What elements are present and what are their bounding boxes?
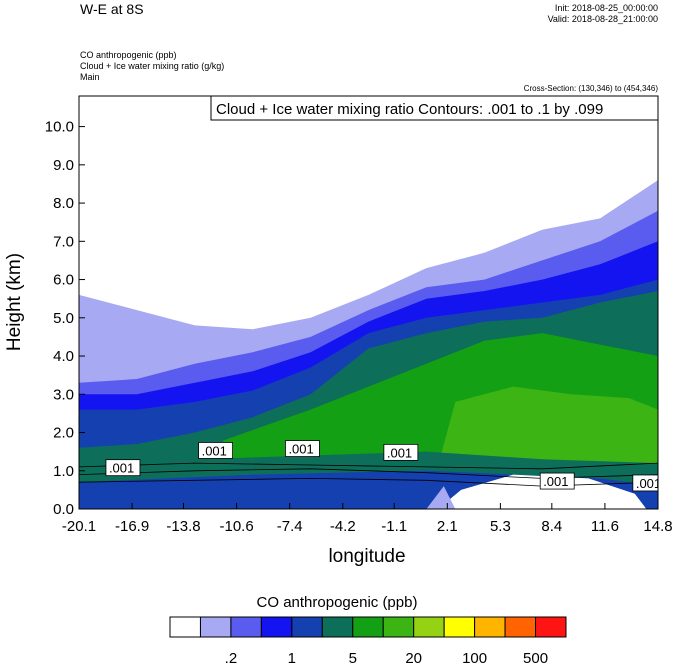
contour-info-text: Cloud + Ice water mixing ratio Contours:… xyxy=(216,101,603,118)
field-label-co: CO anthropogenic (ppb) xyxy=(80,50,177,60)
y-tick-label: 10.0 xyxy=(45,119,74,136)
x-axis-label: longitude xyxy=(328,546,405,567)
y-tick-label: 6.0 xyxy=(53,272,74,289)
x-tick-label: -20.1 xyxy=(62,518,96,535)
x-tick-label: 14.8 xyxy=(643,518,672,535)
contour-label-1: .001 xyxy=(202,443,227,458)
y-tick-label: 0.0 xyxy=(53,501,74,518)
x-tick-label: 5.3 xyxy=(490,518,511,535)
y-axis-label: Height (km) xyxy=(4,253,25,351)
colorbar-swatch-6 xyxy=(352,616,384,638)
contour-label-box-5 xyxy=(632,474,658,492)
x-tick-label: -7.4 xyxy=(277,518,303,535)
field-label-main: Main xyxy=(80,72,100,82)
colorbar-swatch-0 xyxy=(169,616,201,638)
x-tick-label: 2.1 xyxy=(437,518,458,535)
colorbar-title: CO anthropogenic (ppb) xyxy=(256,594,418,611)
colorbar-tick-label: 100 xyxy=(462,650,487,667)
colorbar-swatch-10 xyxy=(474,616,506,638)
x-tick-label: 8.4 xyxy=(541,518,562,535)
cloud-contour-2 xyxy=(79,462,658,470)
y-tick-label: 3.0 xyxy=(53,386,74,403)
y-tick-label: 8.0 xyxy=(53,195,74,212)
contour-label-5: .001 xyxy=(636,476,661,491)
contour-label-box-1 xyxy=(198,442,233,459)
colorbar-swatch-2 xyxy=(230,616,262,638)
contour-label-box-2 xyxy=(285,440,320,457)
colorbar-swatch-12 xyxy=(535,616,567,638)
y-axis: 0.0 1.0 2.0 3.0 4.0 5.0 6.0 7.0 8.0 9.0 10.0 xyxy=(45,119,85,518)
colorbar-tick-label: 5 xyxy=(349,650,357,667)
colorbar-tick-label: 20 xyxy=(405,650,422,667)
colorbar-swatch-11 xyxy=(504,616,537,638)
x-tick-label: -13.8 xyxy=(166,518,200,535)
colorbar-tick-label: .2 xyxy=(225,650,238,667)
x-tick-label: -1.1 xyxy=(381,518,407,535)
y-tick-label: 9.0 xyxy=(53,157,74,174)
colorbar-swatch-8 xyxy=(413,616,445,638)
valid-time: Valid: 2018-08-28_21:00:00 xyxy=(547,14,658,24)
colorbar-swatch-3 xyxy=(260,616,293,638)
x-tick-label: -10.6 xyxy=(220,518,254,535)
y-tick-label: 1.0 xyxy=(53,463,74,480)
x-axis: -20.1 -16.9 -13.8 -10.6 -7.4 -4.2 -1.1 2.1 5.3 8.… xyxy=(62,503,673,535)
y-tick-label: 2.0 xyxy=(53,425,74,442)
contour-info-box: Cloud + Ice water mixing ratio Contours:… xyxy=(210,95,659,121)
colorbar-swatch-5 xyxy=(321,616,354,638)
x-tick-label: 11.6 xyxy=(591,518,619,535)
co-filled-contours xyxy=(79,96,658,509)
y-tick-label: 5.0 xyxy=(53,310,74,327)
field-label-cloud: Cloud + Ice water mixing ratio (g/kg) xyxy=(80,61,225,71)
contour-label-3: .001 xyxy=(387,445,412,460)
colorbar-tick-label: 1 xyxy=(288,650,296,667)
cross-section-label: Cross-Section: (130,346) to (454,346) xyxy=(523,84,658,93)
plot-title: W-E at 8S xyxy=(80,1,144,17)
y-tick-label: 4.0 xyxy=(53,348,74,365)
contour-label-box-0 xyxy=(105,459,141,477)
x-tick-label: -16.9 xyxy=(115,518,149,535)
init-time: Init: 2018-08-25_00:00:00 xyxy=(554,3,658,13)
contour-label-4: .001 xyxy=(543,474,568,489)
colorbar-tick-label: 500 xyxy=(523,650,548,667)
colorbar-swatch-1 xyxy=(199,616,232,638)
contour-label-box-3 xyxy=(383,443,419,461)
colorbar-swatch-9 xyxy=(443,616,476,638)
colorbar: .2 1 5 20 100 500 xyxy=(169,616,567,667)
contour-label-2: .001 xyxy=(288,442,313,457)
y-tick-label: 7.0 xyxy=(53,233,74,250)
x-tick-label: -4.2 xyxy=(330,518,356,535)
contour-label-0: .001 xyxy=(109,461,134,476)
co-surface-strip xyxy=(426,486,456,509)
colorbar-swatch-4 xyxy=(291,616,323,638)
contour-label-box-4 xyxy=(539,472,575,490)
colorbar-swatch-7 xyxy=(382,616,415,638)
cloud-contour-lines: .001 .001 .001 .001 .001 .001 xyxy=(79,440,661,492)
